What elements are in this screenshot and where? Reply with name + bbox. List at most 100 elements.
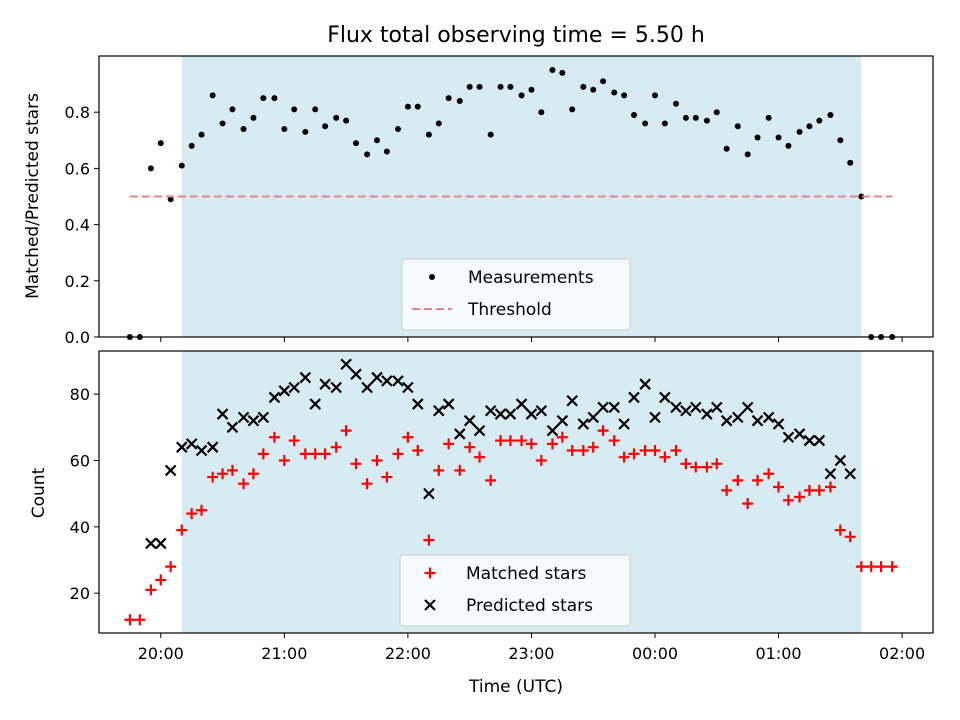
predicted-star-point [577,418,590,430]
predicted-star-point [442,398,455,410]
predicted-star-point [433,404,445,417]
measurement-point [642,120,649,127]
measurement-point [569,106,576,113]
measurement-point [271,95,278,102]
y-tick-label: 0.8 [65,103,90,122]
measurement-point [580,83,587,90]
legend-box [399,554,631,627]
y-tick-label: 0.2 [65,272,90,291]
predicted-star-point [494,408,507,420]
measurement-point [333,114,340,121]
matched-star-point [608,435,620,447]
matched-star-point [340,425,352,437]
predicted-star-point [247,414,260,427]
measurement-point [785,142,792,149]
matched-star-point [226,464,238,476]
axes-frame [98,55,934,338]
measurement-point [827,112,834,119]
matched-star-point [485,474,497,486]
measurement-point [590,86,597,93]
bottom-y-axis-label: Count [29,467,49,518]
measurement-point [425,131,432,138]
x-tick-label: 23:00 [508,644,554,663]
predicted-star-point [659,391,671,404]
predicted-star-point [782,431,795,444]
measurement-point [374,137,380,144]
matched-star-point [381,471,393,483]
measurement-point [364,151,371,158]
measurement-point [219,120,226,127]
matched-star-point [659,451,671,463]
legend-label: Measurements [468,268,594,288]
predicted-star-point [454,428,466,440]
x-tick-label: 01:00 [756,644,802,663]
measurement-point [673,100,680,107]
measurement-point [692,114,699,121]
predicted-star-point [824,467,837,480]
predicted-star-point [268,391,281,404]
measurement-point [518,92,525,99]
matched-star-point [454,464,466,476]
measurement-point [549,67,556,74]
predicted-star-point [556,414,569,427]
matched-star-point [752,474,764,486]
measurement-point [765,114,772,121]
matched-star-point [711,458,723,470]
matched-star-point [402,431,414,443]
measurement-point [538,109,545,116]
predicted-star-point [751,414,764,427]
predicted-star-point [257,411,270,424]
predicted-star-point [371,371,383,384]
predicted-star-point [793,428,806,440]
measurement-point [682,114,689,121]
matched-star-point [217,468,229,480]
x-tick-label: 00:00 [632,644,678,663]
matched-star-point [618,451,630,463]
measurement-point [383,148,390,155]
predicted-star-point [711,401,723,414]
predicted-star-point [473,424,486,437]
predicted-star-point [628,391,640,404]
matched-star-point [165,561,177,573]
matched-star-point [566,445,578,457]
predicted-star-point [309,398,321,410]
matched-star-point [556,431,568,443]
matched-star-point [412,445,424,457]
matched-star-point [350,458,362,470]
predicted-star-point [618,418,630,430]
legend-label: Threshold [467,300,552,320]
x-tick-label: 21:00 [261,644,307,663]
predicted-star-point [741,401,754,414]
measurement-point [147,165,154,172]
measurement-point [775,134,782,141]
predicted-star-point [319,378,331,390]
measurement-point [188,142,195,149]
y-tick-label: 0.4 [65,216,90,235]
matched-star-point [278,454,290,466]
measurement-point [621,92,628,99]
matched-star-point [855,561,867,573]
predicted-star-point [226,421,239,434]
matched-star-point [628,448,640,460]
predicted-star-point [608,401,621,414]
matched-star-point [844,531,856,543]
matched-star-point [207,471,219,483]
predicted-star-point [288,381,300,394]
predicted-star-point [720,414,733,427]
matched-star-point [186,508,198,520]
measurement-point [240,126,247,133]
measurement-point [281,126,288,133]
predicted-star-point [195,444,208,457]
predicted-star-point [701,408,713,420]
measurement-point [600,78,607,85]
matched-star-point [443,438,455,450]
measurement-point [528,86,535,93]
y-tick-label: 20 [70,584,90,603]
legend-measurement-swatch [429,274,435,280]
predicted-star-point [597,401,609,414]
y-tick-label: 0.6 [65,159,90,178]
matched-star-point [577,445,589,457]
measurement-point [837,137,844,144]
measurement-point [806,123,813,130]
matched-star-point [587,441,599,453]
